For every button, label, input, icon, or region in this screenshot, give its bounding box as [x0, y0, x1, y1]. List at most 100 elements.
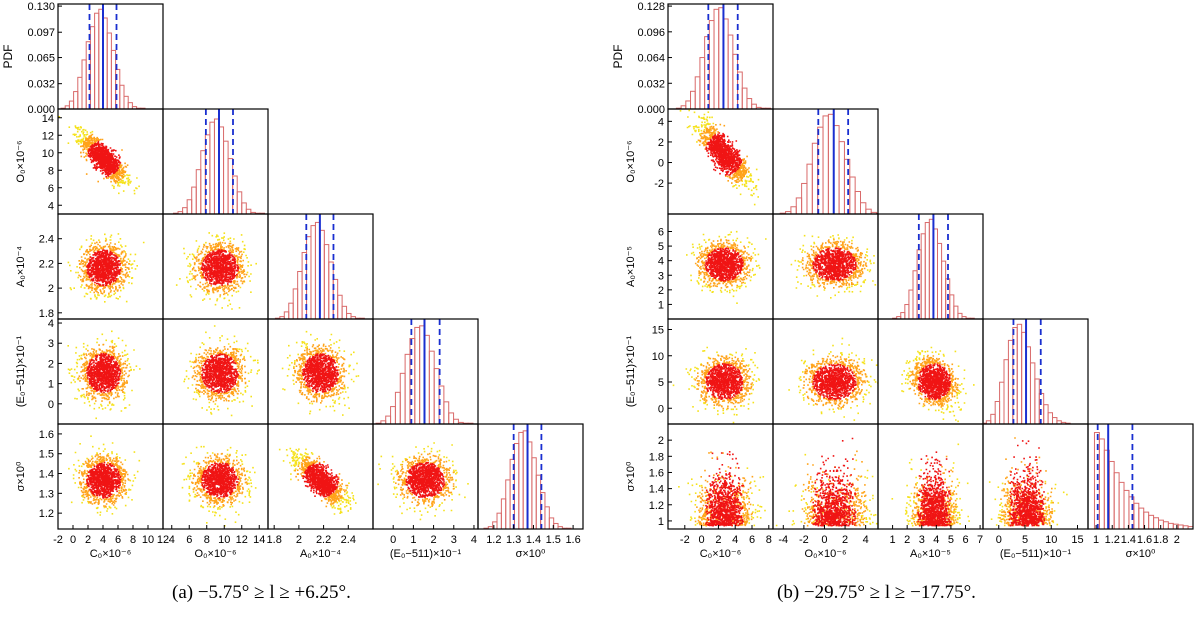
- histogram-bar: [1167, 522, 1174, 530]
- panel: [772, 318, 879, 425]
- panel: 1 1.2 1.4 1.6 1.8 2 σ×10⁰: [1087, 423, 1194, 560]
- panel-frame: [372, 318, 479, 425]
- scatter-outer: [181, 445, 257, 527]
- histogram-bar: [746, 98, 753, 110]
- histogram-bar: [535, 474, 542, 530]
- scatter-mid: [694, 238, 753, 289]
- scatter-mid: [694, 354, 754, 410]
- x-axis-label: σ×10⁰: [516, 548, 546, 560]
- x-tick-label: 10: [1045, 534, 1057, 546]
- histogram-bar: [957, 312, 963, 320]
- histogram-bar: [513, 443, 520, 530]
- histogram-bar: [904, 304, 910, 320]
- histogram-bar: [500, 498, 507, 530]
- scatter-points: [67, 233, 145, 303]
- histogram-bar: [81, 59, 87, 110]
- scatter-core: [917, 451, 952, 527]
- histogram-bar: [732, 53, 739, 110]
- scatter-core: [87, 140, 122, 178]
- corner-plot-b: 0.1280.0960.0640.0320.000PDF-2024O₀×10⁻⁶…: [611, 1, 1194, 560]
- y-tick-label: 1.4: [39, 469, 54, 481]
- x-tick-label: 0: [699, 534, 705, 546]
- histogram-bar: [1016, 323, 1023, 425]
- scatter-outer: [901, 346, 975, 423]
- x-tick-label: 2: [296, 534, 302, 546]
- y-axis-label: O₀×10⁻⁶: [625, 140, 637, 182]
- y-tick-label: 4: [658, 116, 664, 128]
- y-tick-label: 2.2: [39, 258, 54, 270]
- histogram-bar: [994, 400, 1001, 425]
- panel: [267, 318, 374, 425]
- x-tick-label: 0: [390, 534, 396, 546]
- x-tick-label: 1.2: [1105, 534, 1120, 546]
- histogram-bar: [1029, 362, 1036, 425]
- histogram-bar: [492, 521, 498, 530]
- y-tick-label: 1.2: [649, 500, 664, 512]
- histogram-bar: [1123, 489, 1130, 530]
- scatter-core: [812, 247, 857, 282]
- histogram-bar: [186, 199, 193, 215]
- y-axis-label: (E₀−511)×10⁻¹: [625, 336, 637, 408]
- histogram-bar: [385, 415, 392, 425]
- pdf-tick-label: 0.064: [637, 53, 665, 65]
- y-tick-label: 1.6: [649, 467, 664, 479]
- y-tick-label: 1.4: [649, 484, 664, 496]
- scatter-points: [901, 346, 975, 423]
- histogram-bar: [123, 95, 129, 110]
- histogram-bar: [699, 57, 706, 110]
- scatter-mid: [77, 343, 131, 403]
- scatter-mid: [802, 355, 869, 409]
- scatter-core: [705, 363, 744, 400]
- histogram-bar: [544, 506, 550, 530]
- x-axis-label: C₀×10⁻⁶: [90, 548, 132, 560]
- histogram-bar: [941, 260, 947, 320]
- y-tick-label: 8: [48, 165, 54, 177]
- panel-frame: [667, 3, 774, 110]
- panel: 0 5 10 15 (E₀−511)×10⁻¹: [625, 318, 774, 425]
- histogram-bar: [106, 32, 112, 110]
- y-tick-label: 5: [658, 241, 664, 253]
- histogram-bar: [838, 141, 845, 215]
- histogram-bar: [404, 353, 411, 425]
- x-tick-label: 4: [169, 534, 175, 546]
- scatter-core: [200, 462, 239, 499]
- scatter-mid: [191, 241, 248, 296]
- panel: 0 5 10 15 (E₀−511)×10⁻¹: [982, 423, 1089, 560]
- scatter-points: [678, 451, 766, 527]
- x-tick-label: 5: [948, 534, 954, 546]
- histogram-bar: [1047, 412, 1054, 425]
- y-axis-label: O₀×10⁻⁶: [15, 140, 27, 182]
- pdf-tick-label: 0.130: [27, 1, 55, 13]
- y-tick-label: 2: [658, 137, 664, 149]
- pdf-tick-label: 0.065: [27, 53, 55, 65]
- scatter-outer: [183, 325, 260, 417]
- panel: [162, 213, 269, 320]
- y-axis-label: A₀×10⁻⁴: [15, 246, 27, 287]
- x-tick-label: 1.4: [526, 534, 541, 546]
- histogram-bar: [306, 236, 312, 320]
- histogram-bar: [443, 401, 450, 425]
- histogram-bar: [394, 391, 401, 425]
- histogram-bar: [900, 312, 906, 320]
- histogram-bar: [1052, 417, 1058, 425]
- histogram-bar: [94, 12, 100, 110]
- panel: 1 2 3 4 5 6 7 A₀×10⁻⁵: [877, 423, 984, 560]
- histogram-bar: [811, 142, 819, 215]
- scatter-points: [775, 437, 878, 527]
- histogram-bar: [110, 49, 117, 110]
- x-tick-label: 8: [130, 534, 136, 546]
- x-tick-label: 6: [962, 534, 968, 546]
- y-tick-label: 2: [658, 285, 664, 297]
- panel-frame: [162, 108, 269, 215]
- panel: -2 0 2 4 O₀×10⁻⁶: [625, 108, 774, 215]
- y-tick-label: 1.3: [39, 488, 54, 500]
- pdf-tick-label: 0.097: [27, 27, 55, 39]
- histogram-bar: [453, 418, 459, 425]
- scatter-mid: [191, 345, 247, 403]
- scatter-points: [988, 437, 1068, 527]
- panel: 1.8 2 2.2 2.4A₀×10⁻⁴: [267, 423, 374, 560]
- y-tick-label: 6: [48, 183, 54, 195]
- x-axis-label: O₀×10⁻⁶: [804, 548, 846, 560]
